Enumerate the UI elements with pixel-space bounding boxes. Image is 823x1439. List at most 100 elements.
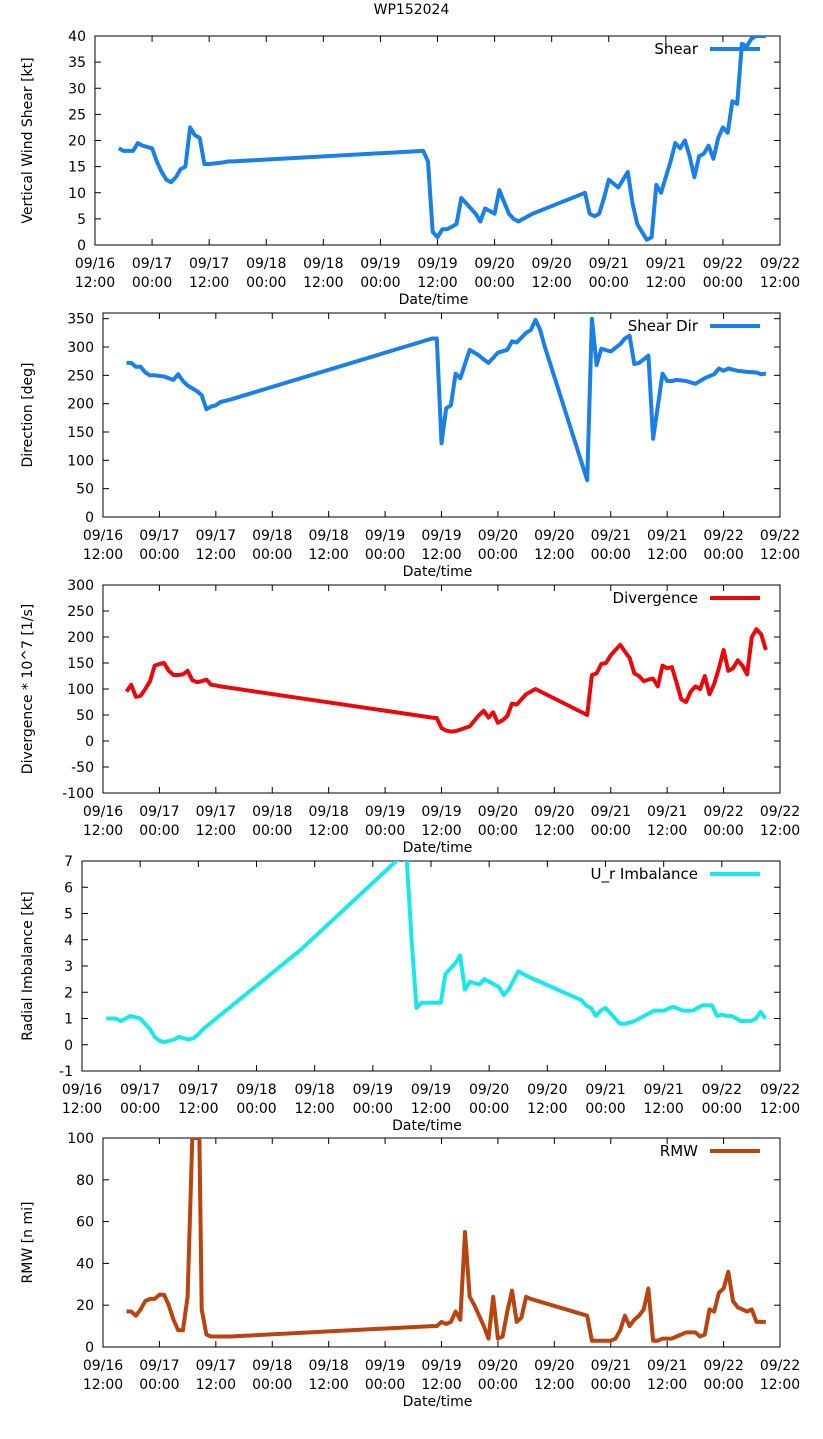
- y-tick-label: 25: [68, 107, 86, 123]
- x-tick-label: 09/17: [196, 804, 236, 820]
- x-tick-label: 12:00: [83, 547, 123, 563]
- series-line-u-r-imbalance: [106, 861, 768, 1045]
- x-tick-label: 09/17: [120, 1082, 160, 1098]
- x-tick-label: 00:00: [236, 1101, 276, 1117]
- x-tick-label: 09/22: [760, 528, 800, 544]
- page-title: WP152024: [373, 2, 450, 18]
- x-tick-label: 09/19: [417, 256, 457, 272]
- x-tick-label: 09/19: [421, 804, 461, 820]
- x-tick-label: 09/21: [591, 528, 631, 544]
- y-tick-label: 3: [64, 959, 73, 975]
- x-tick-label: 12:00: [303, 275, 343, 291]
- x-axis-label: Date/time: [403, 1394, 473, 1410]
- x-tick-label: 09/19: [365, 1358, 405, 1374]
- x-tick-label: 09/16: [75, 256, 115, 272]
- x-tick-label: 00:00: [246, 275, 286, 291]
- x-tick-label: 00:00: [353, 1101, 393, 1117]
- y-tick-label: 150: [67, 656, 94, 672]
- x-tick-label: 12:00: [308, 547, 348, 563]
- x-tick-label: 09/18: [308, 1358, 348, 1374]
- x-tick-label: 12:00: [534, 1377, 574, 1393]
- x-tick-label: 09/22: [703, 528, 743, 544]
- x-tick-label: 09/17: [196, 1358, 236, 1374]
- x-tick-label: 12:00: [421, 1377, 461, 1393]
- x-tick-label: 09/18: [236, 1082, 276, 1098]
- x-tick-label: 09/19: [365, 804, 405, 820]
- x-tick-label: 12:00: [83, 1377, 123, 1393]
- x-tick-label: 09/20: [478, 528, 518, 544]
- chart-5: 0 20 40 60 80 100 09/16 12:00 09/17 00:00 09/17 12:…: [20, 1131, 800, 1410]
- y-axis-label: Vertical Wind Shear [kt]: [20, 57, 36, 223]
- x-tick-label: 12:00: [527, 1101, 567, 1117]
- x-tick-label: 00:00: [365, 547, 405, 563]
- x-tick-label: 09/21: [643, 1082, 683, 1098]
- series-line-divergence: [124, 627, 768, 734]
- y-tick-label: 0: [85, 1340, 94, 1356]
- x-tick-label: 00:00: [478, 547, 518, 563]
- x-tick-label: 00:00: [469, 1101, 509, 1117]
- x-tick-label: 09/19: [421, 528, 461, 544]
- x-tick-label: 00:00: [589, 275, 629, 291]
- y-tick-label: 150: [67, 425, 94, 441]
- chart-3: -100 -50 0 50 100 150 200 250 300 09/16 12:00 09/17…: [20, 578, 800, 856]
- x-tick-label: 00:00: [585, 1101, 625, 1117]
- x-tick-label: 12:00: [308, 823, 348, 839]
- x-tick-label: 09/17: [139, 1358, 179, 1374]
- series-line-rmw: [126, 1138, 766, 1343]
- x-tick-label: 09/21: [589, 256, 629, 272]
- y-tick-label: 10: [68, 186, 86, 202]
- x-tick-label: 12:00: [643, 1101, 683, 1117]
- x-tick-label: 00:00: [120, 1101, 160, 1117]
- x-tick-label: 00:00: [252, 823, 292, 839]
- x-tick-label: 12:00: [62, 1101, 102, 1117]
- x-tick-label: 09/20: [527, 1082, 567, 1098]
- x-tick-label: 09/18: [308, 804, 348, 820]
- x-tick-label: 09/22: [702, 1082, 742, 1098]
- y-tick-label: 300: [67, 340, 94, 356]
- x-tick-label: 12:00: [196, 547, 236, 563]
- y-tick-label: 7: [64, 854, 73, 870]
- x-tick-label: 09/18: [294, 1082, 334, 1098]
- x-tick-label: 09/17: [189, 256, 229, 272]
- x-tick-label: 09/21: [647, 804, 687, 820]
- x-tick-label: 09/22: [760, 1358, 800, 1374]
- x-tick-label: 12:00: [308, 1377, 348, 1393]
- series-line-shear: [117, 36, 766, 242]
- x-tick-label: 12:00: [646, 275, 686, 291]
- y-tick-label: 60: [76, 1215, 94, 1231]
- x-tick-label: 09/21: [646, 256, 686, 272]
- y-tick-label: 4: [64, 933, 73, 949]
- x-axis-label: Date/time: [392, 1118, 462, 1134]
- x-tick-label: 09/20: [531, 256, 571, 272]
- x-tick-label: 09/21: [647, 1358, 687, 1374]
- y-tick-label: 250: [67, 604, 94, 620]
- x-tick-label: 09/18: [246, 256, 286, 272]
- x-tick-label: 09/20: [534, 1358, 574, 1374]
- y-tick-label: -50: [71, 760, 94, 776]
- x-tick-label: 12:00: [417, 275, 457, 291]
- x-tick-label: 09/22: [703, 256, 743, 272]
- y-tick-label: 5: [77, 212, 86, 228]
- x-tick-label: 00:00: [139, 547, 179, 563]
- y-tick-label: 40: [76, 1256, 94, 1272]
- y-tick-label: 100: [67, 1131, 94, 1147]
- legend-label: Shear Dir: [628, 317, 699, 335]
- y-tick-label: 20: [68, 134, 86, 150]
- x-tick-label: 12:00: [189, 275, 229, 291]
- y-tick-label: 0: [85, 734, 94, 750]
- x-tick-label: 00:00: [252, 547, 292, 563]
- y-tick-label: 80: [76, 1173, 94, 1189]
- x-tick-label: 00:00: [139, 823, 179, 839]
- legend-label: RMW: [660, 1142, 698, 1160]
- legend-label: Shear: [654, 40, 698, 58]
- x-tick-label: 00:00: [365, 823, 405, 839]
- x-tick-label: 12:00: [760, 823, 800, 839]
- x-tick-label: 09/16: [62, 1082, 102, 1098]
- x-tick-label: 12:00: [760, 547, 800, 563]
- x-tick-label: 09/18: [308, 528, 348, 544]
- y-tick-label: 50: [76, 482, 94, 498]
- y-tick-label: -100: [62, 786, 94, 802]
- x-tick-label: 09/16: [83, 528, 123, 544]
- x-tick-label: 09/20: [469, 1082, 509, 1098]
